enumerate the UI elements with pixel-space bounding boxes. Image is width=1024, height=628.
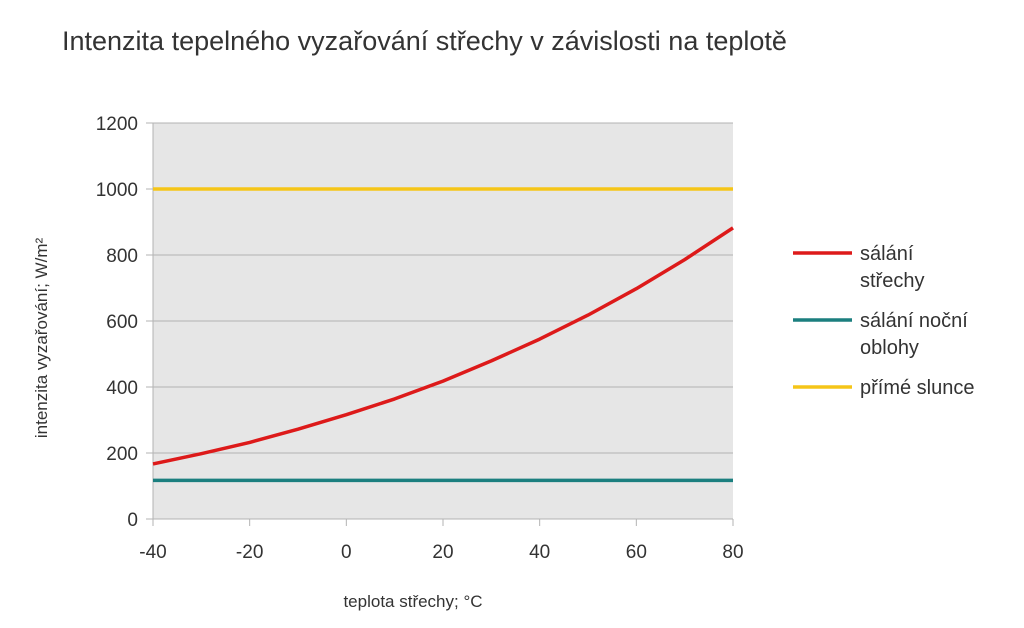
legend-label-3: přímé slunce (860, 377, 975, 399)
legend-label-1: střechy (860, 270, 924, 292)
y-tick-label: 400 (106, 378, 138, 399)
legend-label-1: sálání (860, 243, 914, 265)
x-tick-label: 0 (341, 542, 352, 563)
y-tick-label: 600 (106, 312, 138, 333)
x-tick-label: 60 (626, 542, 647, 563)
legend: sálání střechy sálání noční oblohy přímé slu… (793, 243, 975, 399)
y-tick-label: 200 (106, 444, 138, 465)
y-tick-label: 800 (106, 246, 138, 267)
y-tick-label: 0 (127, 510, 138, 531)
x-tick-label: 20 (432, 542, 453, 563)
y-tick-label: 1200 (96, 114, 138, 135)
x-axis-title: teplota střechy; °C (343, 592, 482, 611)
legend-label-2: oblohy (860, 337, 919, 359)
x-tick-label: 40 (529, 542, 550, 563)
legend-label-2: sálání noční (860, 310, 968, 332)
x-tick-label: -40 (139, 542, 166, 563)
x-tick-labels: -40 -20 0 20 40 60 80 (139, 519, 744, 563)
chart-title: Intenzita tepelného vyzařování střechy v… (62, 26, 787, 56)
y-tick-labels: 0 200 400 600 800 1000 1200 (96, 114, 153, 531)
x-tick-label: -20 (236, 542, 263, 563)
y-tick-label: 1000 (96, 180, 138, 201)
y-axis-title: intenzita vyzařování; W/m² (32, 238, 51, 439)
series-lines (152, 187, 734, 483)
series-line-1 (152, 226, 734, 466)
grid-lines (153, 122, 733, 454)
x-tick-label: 80 (722, 542, 743, 563)
